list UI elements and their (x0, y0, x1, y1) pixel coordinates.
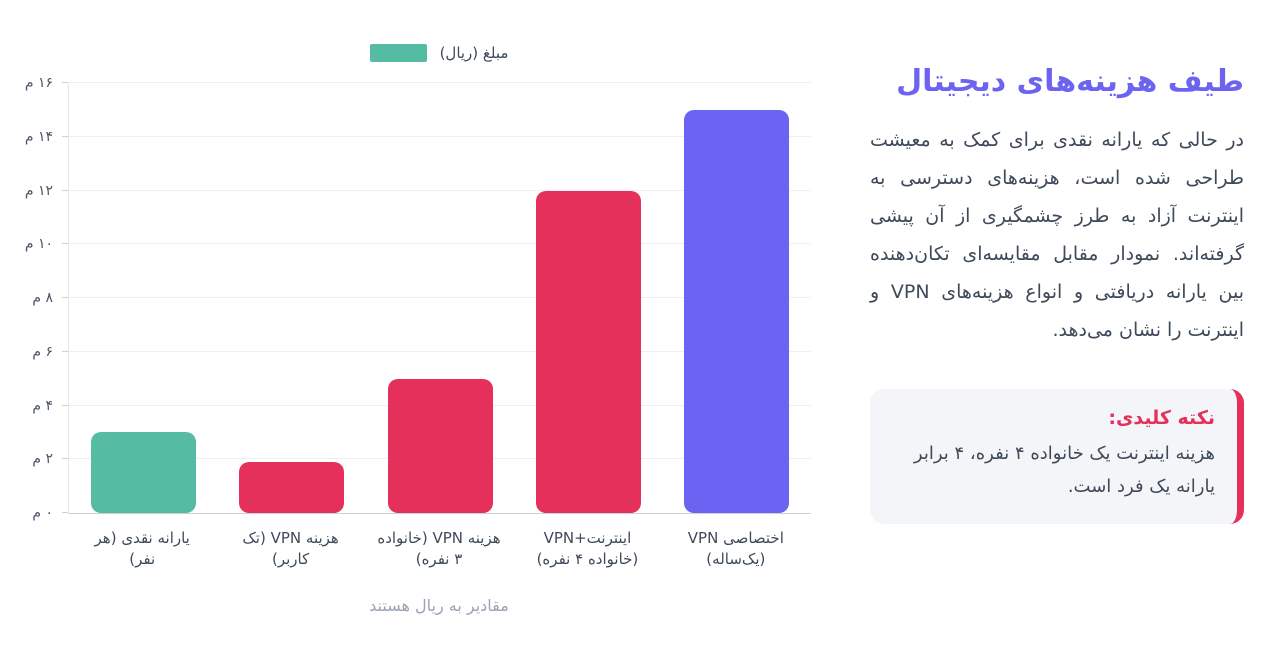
description-paragraph: در حالی که یارانه نقدی برای کمک به معیشت… (870, 129, 1244, 341)
y-tick-label: ۱۰ م (24, 236, 53, 253)
y-tick-mark (62, 135, 68, 137)
y-tick-label: ۱۶ م (24, 75, 53, 91)
bar-slot (514, 83, 662, 513)
bar-5 (684, 109, 790, 513)
bar-slot (217, 83, 365, 513)
y-tick-label: ۱۲ م (24, 182, 53, 199)
y-tick-label: ۶ م (32, 343, 53, 360)
y-tick-label: ۰ م (32, 505, 53, 521)
plot-area (68, 82, 811, 514)
x-category-label: اختصاصی VPN (یک‌ساله) (662, 528, 810, 570)
bar-1 (90, 432, 196, 513)
legend-swatch (369, 44, 427, 62)
y-tick-label: ۱۴ م (24, 128, 53, 145)
y-tick-mark (62, 404, 68, 406)
chart-section: مبلغ (ریال) ۰ م ۲ م ۴ م ۶ م ۸ م ۱۰ م ۱۲ م ۱۴ م ۱… (0, 44, 811, 615)
bars-row (69, 83, 811, 513)
y-tick-mark (62, 350, 68, 352)
y-tick-label: ۲ م (32, 451, 53, 468)
bar-2 (239, 461, 345, 513)
key-note-body: هزینه اینترنت یک خانواده ۴ نفره، ۴ برابر… (913, 443, 1215, 498)
gridline (69, 297, 811, 298)
x-category-text: اختصاصی VPN (یک‌ساله) (687, 529, 784, 568)
page-title: طیف هزینه‌های دیجیتال (896, 64, 1244, 99)
y-tick-mark (62, 512, 68, 513)
y-tick-mark (62, 189, 68, 191)
x-category-text: یارانه نقدی (هر نفر) (94, 529, 190, 568)
x-category-label: یارانه نقدی (هر نفر) (68, 528, 216, 570)
gridline (69, 189, 811, 191)
y-axis: ۰ م ۲ م ۴ م ۶ م ۸ م ۱۰ م ۱۲ م ۱۴ م ۱۶ م (0, 75, 68, 521)
bar-3 (387, 378, 493, 513)
x-category-label: اینترنت+VPN (خانواده ۴ نفره) (513, 528, 661, 570)
y-tick-mark (62, 297, 68, 298)
x-category-label: هزینه VPN (تک کاربر) (216, 528, 364, 570)
key-note-box: نکته کلیدی: هزینه اینترنت یک خانواده ۴ ن… (870, 389, 1244, 524)
bar-slot (663, 83, 811, 513)
x-category-text: هزینه VPN (تک کاربر) (242, 529, 339, 568)
y-tick-label: ۸ م (32, 290, 53, 306)
x-category-text: هزینه VPN (خانواده ۳ نفره) (377, 529, 501, 568)
y-tick-mark (62, 82, 68, 83)
x-axis-labels: یارانه نقدی (هر نفر) هزینه VPN (تک کاربر)… (68, 528, 810, 570)
axis-caption: مقادیر به ریال هستند (369, 596, 509, 615)
gridline (69, 350, 811, 352)
key-note-title: نکته کلیدی: (1108, 407, 1215, 429)
x-category-label: هزینه VPN (خانواده ۳ نفره) (365, 528, 513, 570)
gridline (69, 243, 811, 245)
bar-slot (366, 83, 514, 513)
side-panel: طیف هزینه‌های دیجیتال در حالی که یارانه … (858, 0, 1280, 663)
x-category-text: اینترنت+VPN (خانواده ۴ نفره) (536, 529, 639, 568)
y-tick-mark (62, 458, 68, 460)
bar-4 (535, 190, 641, 513)
bar-slot (69, 83, 217, 513)
y-tick-mark (62, 243, 68, 245)
gridline (69, 135, 811, 137)
gridline (69, 82, 811, 83)
legend-label: مبلغ (ریال) (439, 44, 509, 62)
chart-legend: مبلغ (ریال) (68, 44, 810, 62)
y-tick-label: ۴ م (32, 397, 53, 414)
